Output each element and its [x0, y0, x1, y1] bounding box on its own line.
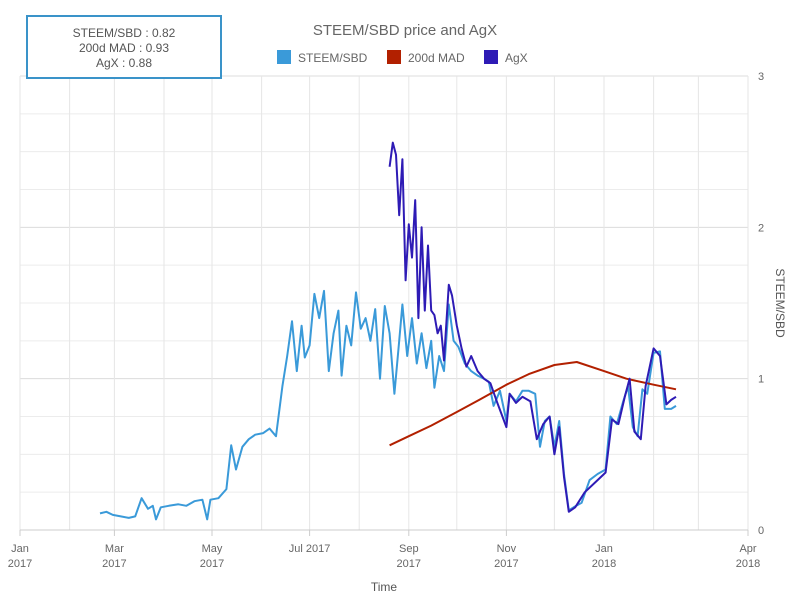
x-tick-label: Jul 2017: [289, 543, 331, 555]
legend-item-steem-sbd[interactable]: STEEM/SBD: [277, 50, 368, 65]
x-tick-label-year: 2017: [102, 558, 126, 570]
x-tick-label: May: [202, 543, 223, 555]
x-tick-label: Jan: [595, 543, 613, 555]
series-200d-mad-line: [389, 361, 677, 447]
x-tick-label: Sep: [399, 543, 419, 555]
y-axis-title: STEEM/SBD: [773, 268, 787, 338]
y-tick-label: 0: [758, 525, 764, 537]
info-row-steem-sbd: STEEM/SBD : 0.82: [72, 26, 176, 40]
x-tick-label-year: 2017: [200, 558, 224, 570]
legend-swatch: [277, 50, 291, 64]
legend-label: AgX: [505, 51, 528, 65]
x-tick-label-year: 2018: [592, 558, 616, 570]
x-tick-label-year: 2018: [736, 558, 760, 570]
chart-title: STEEM/SBD price and AgX: [313, 22, 497, 39]
tooltip-box: STEEM/SBD : 0.82 200d MAD : 0.93 AgX : 0…: [26, 15, 222, 79]
legend-label: STEEM/SBD: [298, 51, 368, 65]
y-tick-label: 1: [758, 374, 764, 386]
x-tick-label: Jan: [11, 543, 29, 555]
x-tick-label-year: 2017: [494, 558, 518, 570]
legend-label: 200d MAD: [408, 51, 465, 65]
legend[interactable]: STEEM/SBD 200d MAD AgX: [277, 50, 528, 65]
series-steem-sbd-line: [99, 289, 677, 521]
legend-item-agx[interactable]: AgX: [484, 50, 528, 65]
x-tick-label-year: 2017: [8, 558, 32, 570]
grid-layer: [19, 75, 749, 531]
legend-swatch: [484, 50, 498, 64]
info-row-200d-mad: 200d MAD : 0.93: [78, 41, 170, 55]
y-tick-label: 2: [758, 222, 764, 234]
axis-layer: 0 1 2 3 Jan 2017 Mar 2017 May 2017 Jul 2017 Sep 2017…: [8, 71, 764, 570]
series-agx-line: [388, 141, 677, 513]
legend-item-200d-mad[interactable]: 200d MAD: [387, 50, 465, 65]
x-axis-title: Time: [371, 580, 398, 594]
y-tick-label: 3: [758, 71, 764, 83]
legend-swatch: [387, 50, 401, 64]
x-tick-label: Mar: [105, 543, 124, 555]
x-tick-label-year: 2017: [397, 558, 421, 570]
series-layer: [99, 141, 677, 521]
info-row-agx: AgX : 0.88: [95, 56, 153, 70]
x-tick-label: Nov: [497, 543, 517, 555]
x-tick-label: Apr: [739, 543, 756, 555]
